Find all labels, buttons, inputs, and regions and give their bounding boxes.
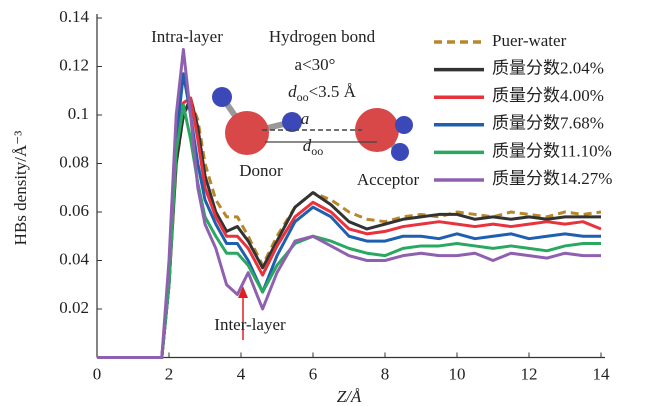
legend-label: 质量分数14.27% [492, 169, 612, 188]
legend-label: 质量分数11.10% [492, 141, 612, 160]
x-tick-label: 6 [309, 364, 318, 383]
annotation: Hydrogen bond [269, 27, 376, 46]
legend-label: 质量分数4.00% [492, 86, 604, 105]
x-tick-label: 4 [237, 364, 246, 383]
annotation-part: <3.5 Å [309, 82, 357, 101]
x-tick-label: 2 [165, 364, 174, 383]
annotation: doo [303, 136, 324, 158]
x-axis-label: Z/Å [337, 387, 362, 406]
hydrogen-atom [282, 112, 302, 132]
x-tick-label: 0 [93, 364, 102, 383]
y-axis-label: HBs density/Å⁻³ [11, 131, 30, 246]
annotation: doo<3.5 Å [288, 82, 357, 104]
y-tick-label: 0.12 [59, 55, 89, 74]
y-tick-label: 0.02 [59, 298, 89, 317]
annotation: Intra-layer [151, 27, 223, 46]
x-tick-label: 8 [381, 364, 390, 383]
y-tick-label: 0.08 [59, 152, 89, 171]
x-tick-label: 12 [521, 364, 538, 383]
annotation-part: oo [297, 90, 309, 104]
hydrogen-atom [212, 87, 232, 107]
annotation: a [301, 109, 310, 128]
annotation: Acceptor [357, 170, 420, 189]
annotation: Inter-layer [214, 315, 286, 334]
legend-label: Puer-water [492, 31, 567, 50]
molecule-illustration [212, 87, 413, 340]
x-tick-label: 14 [593, 364, 611, 383]
legend-label: 质量分数7.68% [492, 114, 604, 133]
hydrogen-atom [395, 116, 413, 134]
y-tick-label: 0.1 [68, 104, 89, 123]
annotation: Donor [239, 161, 283, 180]
legend-label: 质量分数2.04% [492, 59, 604, 78]
chart: 0.02 0.04 0.06 0.08 0.1 0.12 0.14 0 2 4 6 8 10 12 14 Z/… [0, 0, 648, 406]
x-tick-label: 10 [449, 364, 466, 383]
y-tick-label: 0.04 [59, 249, 89, 268]
oxygen-atom [225, 111, 269, 155]
y-tick-label: 0.14 [59, 7, 89, 26]
hydrogen-atom [391, 143, 409, 161]
annotation-part: oo [311, 144, 323, 158]
y-tick-label: 0.06 [59, 201, 89, 220]
annotation: a<30° [295, 55, 336, 74]
